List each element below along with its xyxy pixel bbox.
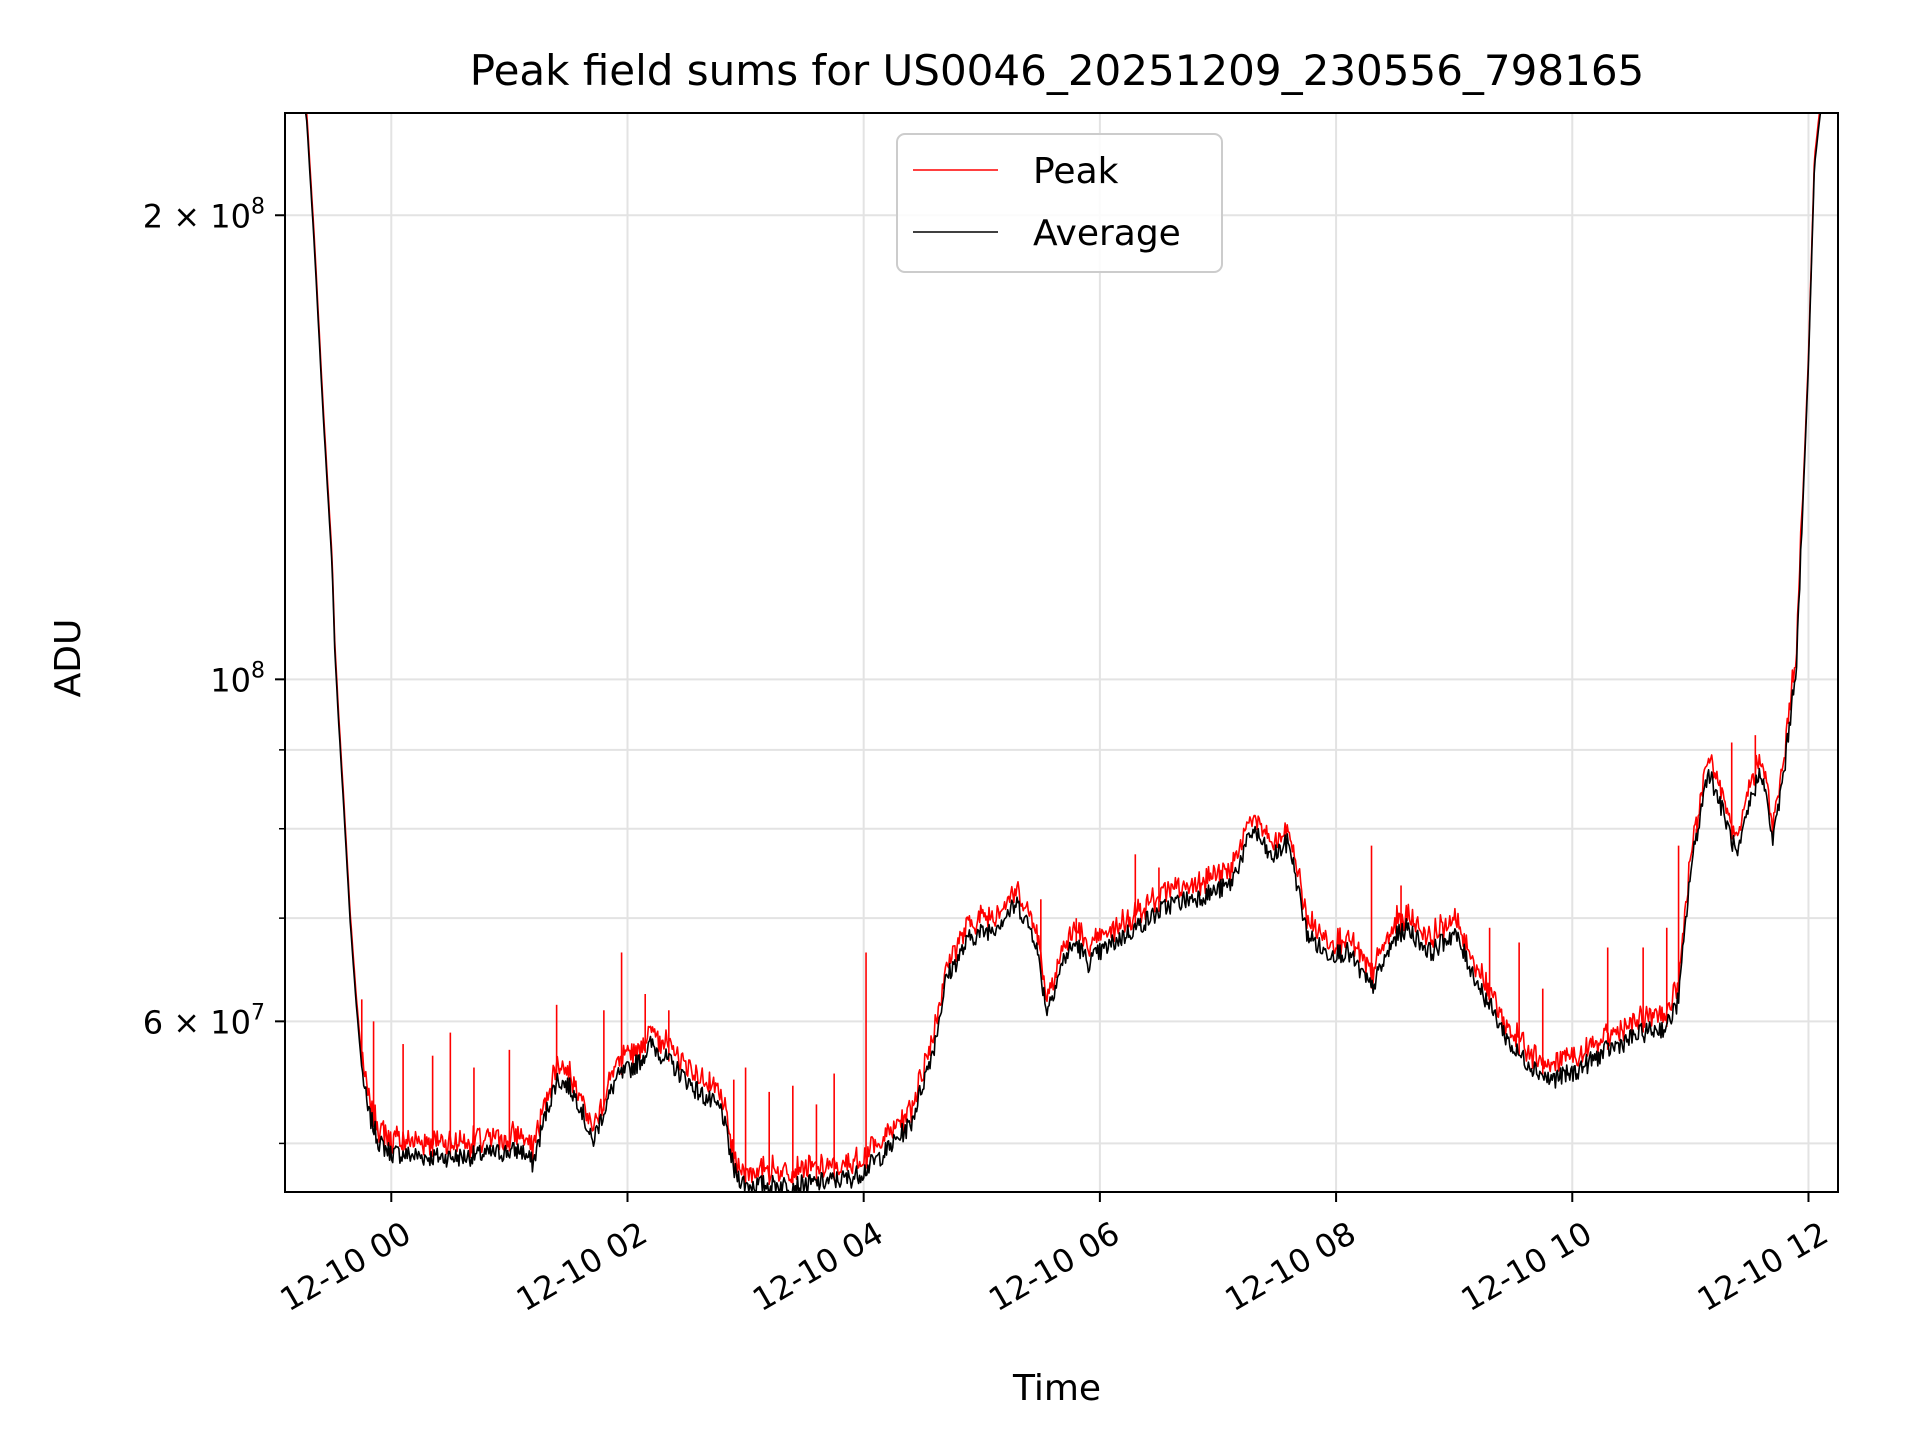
series-layer	[285, 112, 1838, 1193]
legend-peak-label: Peak	[1033, 151, 1119, 192]
legend: Peak Average	[896, 133, 1223, 273]
y-tick-label: 108	[210, 658, 265, 699]
peak-series-line	[285, 112, 1838, 1184]
y-axis-label: ADU	[48, 619, 89, 698]
y-tick-exponent: 7	[251, 1000, 265, 1025]
legend-average-label: Average	[1033, 213, 1181, 254]
plot-frame	[284, 112, 1839, 1193]
y-tick-exponent: 8	[251, 194, 265, 219]
y-tick-label: 6 × 107	[143, 1000, 265, 1041]
gridlines	[285, 113, 1838, 1192]
legend-box	[896, 133, 1223, 273]
plot-area: 12-10 00 12-10 02 12-10 04 12-10 06 12-10 08…	[143, 112, 1839, 1319]
chart-title: Peak field sums for US0046_20251209_2305…	[470, 46, 1645, 95]
y-tick-base: 10	[210, 661, 251, 699]
y-tick-label: 2 × 108	[143, 194, 265, 235]
average-series-line	[285, 112, 1838, 1193]
plot-background	[285, 113, 1838, 1192]
y-tick-exponent: 8	[251, 658, 265, 683]
y-tick-base: 2 × 10	[143, 197, 251, 235]
x-axis-label: Time	[1012, 1368, 1101, 1409]
y-tick-base: 6 × 10	[143, 1003, 251, 1041]
